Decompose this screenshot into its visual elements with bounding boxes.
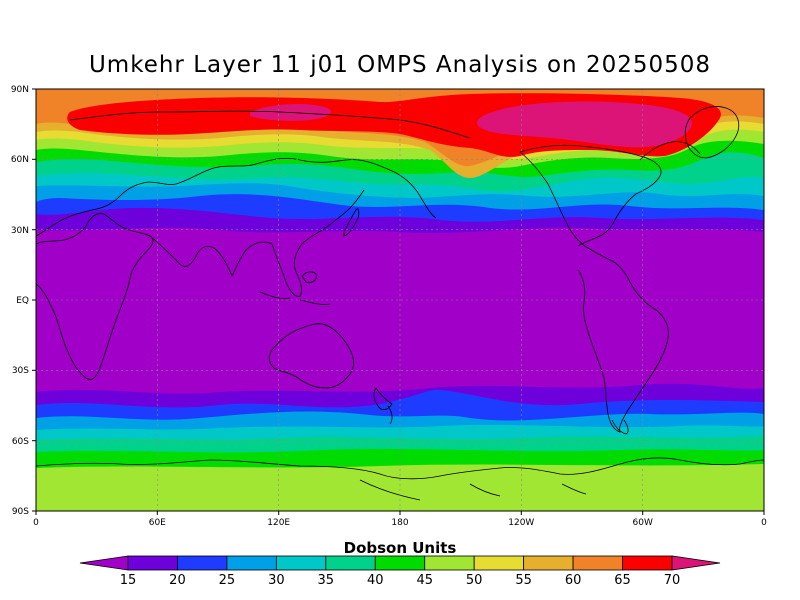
lat-label: 30S — [12, 366, 29, 376]
colorbar-tick-label: 35 — [318, 573, 335, 588]
lat-label: 90S — [12, 507, 29, 517]
colorbar-tick-label: 40 — [367, 573, 384, 588]
colorbar-title: Dobson Units — [344, 539, 457, 557]
colorbar-tick-label: 15 — [120, 573, 137, 588]
colorbar-segment — [523, 555, 574, 571]
coastlines — [36, 106, 764, 501]
longitude-labels: 0 60E 120E 180 120W 60W 0 — [33, 518, 767, 528]
colorbar-arrow-low — [79, 555, 129, 571]
colorbar-segment — [424, 555, 475, 571]
map-title: Umkehr Layer 11 j01 OMPS Analysis on 202… — [88, 52, 712, 78]
lon-label: 120W — [508, 518, 534, 528]
colorbar-segment — [374, 555, 426, 571]
colorbar-tick-label: 60 — [565, 573, 582, 588]
colorbar-tick-label: 30 — [268, 573, 285, 588]
colorbar-segment — [325, 555, 376, 571]
colorbar-segment — [127, 555, 178, 571]
colorbar-segment — [473, 555, 525, 571]
colorbar-tick-label: 65 — [614, 573, 631, 588]
lon-label: 60W — [633, 518, 653, 528]
lon-label: 60E — [149, 518, 166, 528]
lon-label: 120E — [267, 518, 290, 528]
colorbar: 15 20 25 30 35 40 45 50 55 60 65 70 — [79, 555, 721, 588]
colorbar-tick-label: 20 — [169, 573, 186, 588]
colorbar-arrow-high — [671, 555, 721, 571]
colorbar-segment — [622, 555, 673, 571]
grid-lines — [36, 89, 764, 511]
lat-label: 60S — [12, 437, 29, 447]
colorbar-segment — [226, 555, 277, 571]
colorbar-tick-label: 50 — [466, 573, 483, 588]
lat-label: 90N — [11, 85, 29, 95]
colorbar-tick-label: 55 — [515, 573, 532, 588]
axis-ticks — [32, 88, 765, 515]
colorbar-segment — [275, 555, 327, 571]
colorbar-tick-label: 25 — [219, 573, 236, 588]
lat-label: 60N — [11, 155, 29, 165]
colorbar-tick-label: 70 — [664, 573, 681, 588]
band-south-50 — [36, 464, 764, 511]
colorbar-segment — [177, 555, 228, 571]
colorbar-tick-label: 45 — [416, 573, 433, 588]
lon-label: 0 — [761, 518, 767, 528]
lat-label: 30N — [11, 226, 29, 236]
latitude-labels: 90N 60N 30N EQ 30S 60S 90S — [11, 85, 29, 517]
lat-label: EQ — [16, 296, 29, 306]
band-north-75 — [477, 101, 692, 148]
lon-label: 0 — [33, 518, 39, 528]
lon-label: 180 — [391, 518, 408, 528]
colorbar-segment — [572, 555, 623, 571]
